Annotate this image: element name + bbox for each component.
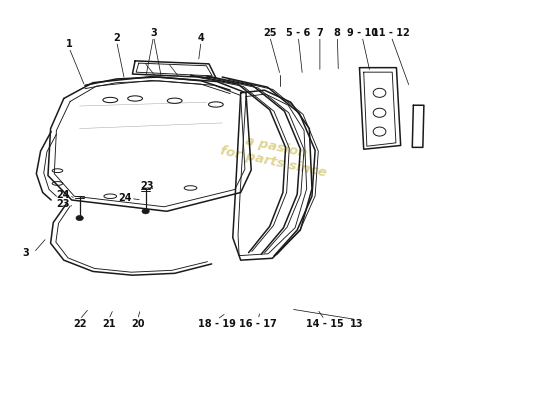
Text: 9 - 10: 9 - 10: [346, 28, 378, 38]
Text: 1: 1: [65, 39, 73, 49]
Text: 3: 3: [23, 248, 29, 258]
Text: a pasion
for parts since: a pasion for parts since: [219, 130, 331, 180]
Text: 14 - 15: 14 - 15: [306, 319, 344, 329]
Text: 7: 7: [316, 28, 323, 38]
Text: 24: 24: [56, 190, 69, 200]
Text: 20: 20: [131, 319, 145, 329]
Text: 13: 13: [350, 319, 363, 329]
Text: 23: 23: [140, 181, 154, 191]
Circle shape: [142, 209, 150, 214]
Text: 4: 4: [197, 32, 205, 42]
Text: 11 - 12: 11 - 12: [372, 28, 410, 38]
Text: 21: 21: [102, 319, 116, 329]
Text: 23: 23: [56, 199, 69, 209]
Text: 5 - 6: 5 - 6: [286, 28, 310, 38]
Text: 24: 24: [118, 194, 131, 204]
Text: 25: 25: [263, 28, 277, 38]
Text: 8: 8: [334, 28, 341, 38]
Text: 3: 3: [150, 28, 157, 38]
Text: 22: 22: [73, 319, 86, 329]
Text: 16 - 17: 16 - 17: [239, 319, 277, 329]
Text: 2: 2: [113, 32, 120, 42]
Text: 18 - 19: 18 - 19: [198, 319, 236, 329]
Circle shape: [76, 216, 84, 221]
